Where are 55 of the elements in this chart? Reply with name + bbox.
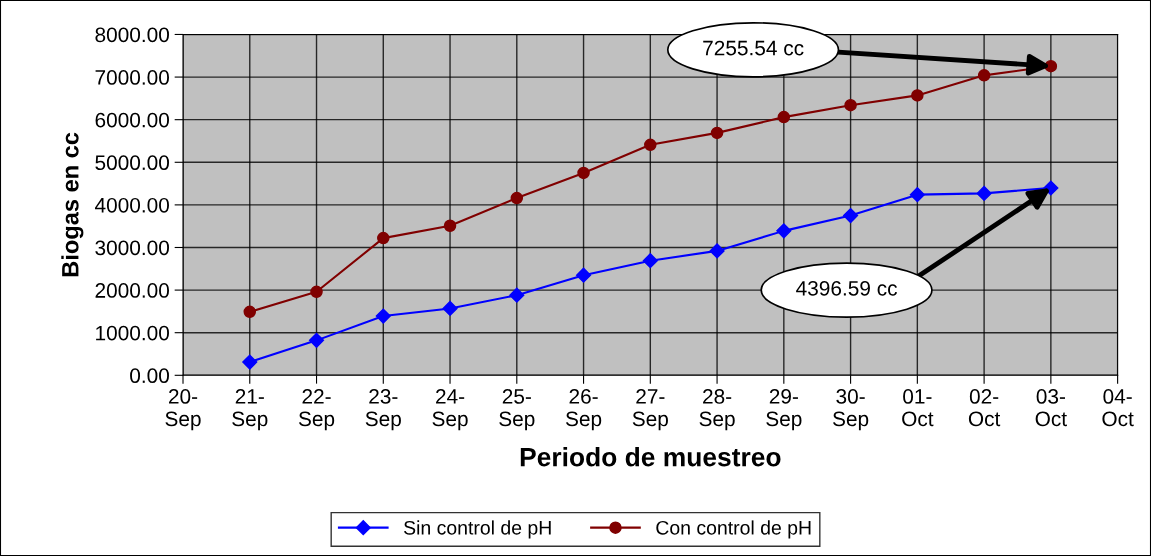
point [509, 287, 525, 303]
x-tick-label: 30- Sep [833, 389, 869, 431]
legend-label: Con control de pH [656, 520, 811, 539]
point [977, 69, 991, 82]
point [642, 253, 658, 269]
point [776, 223, 792, 239]
x-tick-label: 02- Oct [968, 389, 1001, 427]
x-tick-label: 22- Sep [298, 389, 335, 431]
y-tick-label: 1000.00 [96, 325, 170, 341]
y-tick-label: 8000.00 [95, 27, 170, 43]
y-tick-label: 2000.00 [95, 283, 170, 298]
x-tick-label: 27- Sep [632, 389, 668, 431]
point [443, 219, 457, 233]
x-tick-label: 28- Sep [699, 389, 735, 431]
point [577, 166, 590, 180]
point [575, 267, 592, 283]
x-tick-label: 20- Sep [165, 389, 201, 431]
point [911, 89, 924, 102]
point [308, 332, 325, 348]
point [377, 231, 390, 245]
x-axis-title: Periodo de muestreo [520, 447, 781, 467]
point [909, 187, 925, 203]
annotation: 4396.59 cc [796, 280, 897, 296]
point [442, 300, 458, 316]
point [243, 305, 257, 319]
point [1043, 180, 1059, 196]
point [310, 285, 323, 299]
x-tick-label: 01- Oct [902, 389, 934, 427]
x-tick-label: 25- Sep [499, 389, 535, 431]
y-tick-label: 5000.00 [95, 155, 170, 171]
y-tick-label: 7000.00 [95, 70, 170, 85]
legend-label: Sin control de pH [404, 520, 551, 539]
point [510, 191, 524, 205]
point [644, 138, 657, 152]
annotation: 7255.54 cc [703, 40, 804, 56]
x-tick-label: 29- Sep [766, 389, 802, 431]
point [844, 98, 857, 112]
point [242, 354, 258, 370]
y-tick-label: 3000.00 [95, 240, 170, 256]
point [777, 110, 791, 124]
x-tick-label: 24- Sep [432, 389, 468, 431]
y-axis-title: Biogas en cc [61, 132, 84, 277]
y-tick-label: 6000.00 [95, 112, 170, 128]
x-tick-label: 04- Oct [1102, 389, 1134, 427]
y-tick-label: 4000.00 [94, 197, 170, 213]
x-tick-label: 21- Sep [232, 389, 268, 431]
x-tick-label: 23- Sep [365, 389, 401, 431]
point [843, 207, 859, 224]
x-tick-label: 26- Sep [565, 389, 602, 431]
y-tick-label: 0.00 [130, 368, 169, 384]
point [710, 126, 724, 140]
point [709, 243, 725, 259]
x-tick-label: 03- Oct [1035, 389, 1067, 427]
point [976, 185, 992, 201]
point [375, 308, 391, 324]
